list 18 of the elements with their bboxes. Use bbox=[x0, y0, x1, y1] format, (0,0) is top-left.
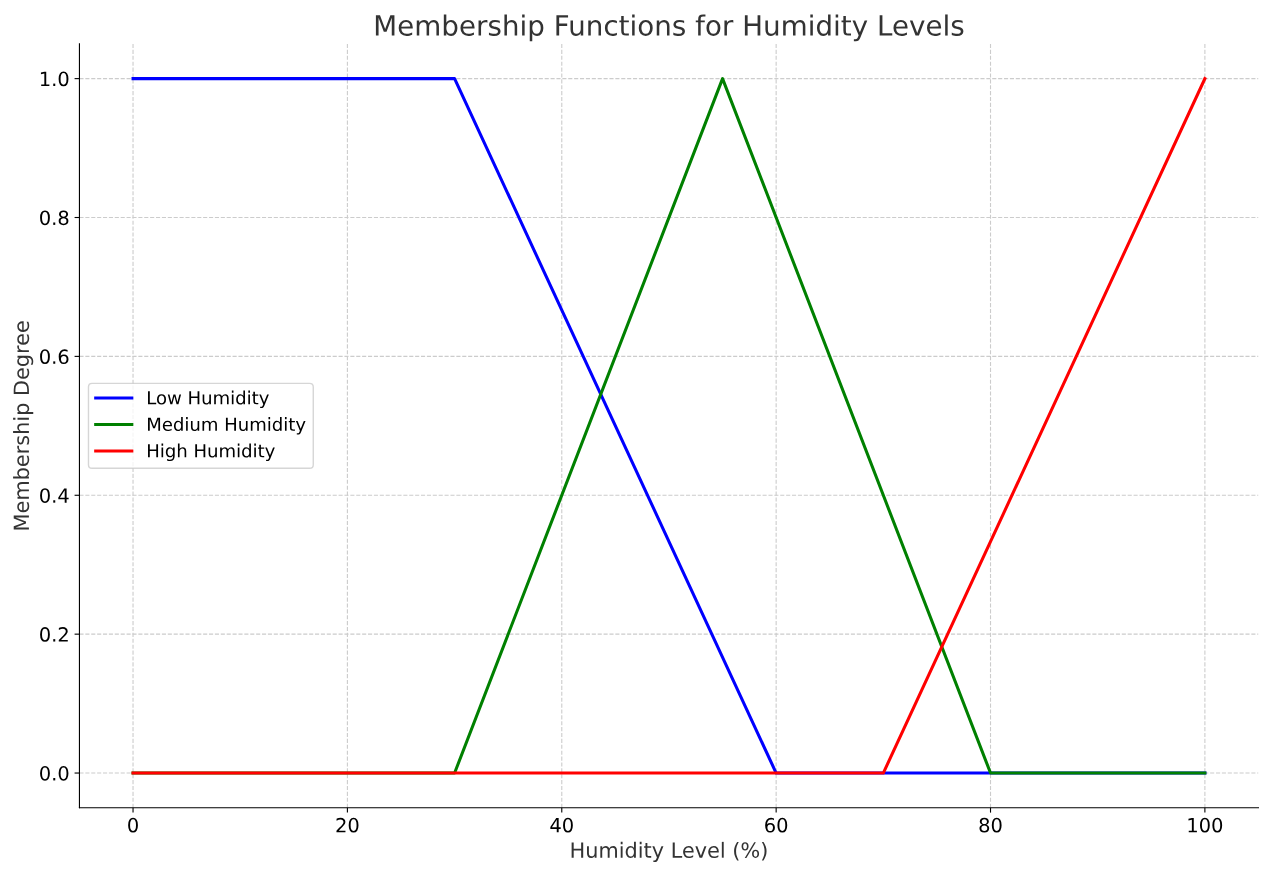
x-tick-label: 20 bbox=[336, 817, 359, 833]
x-tick-label: 60 bbox=[765, 817, 788, 833]
legend-label: Low Humidity bbox=[148, 390, 269, 409]
y-tick-label: 0.0 bbox=[40, 766, 69, 781]
legend-label: Medium Humidity bbox=[148, 417, 306, 435]
x-tick-label: 0 bbox=[128, 817, 138, 833]
legend-label: High Humidity bbox=[148, 443, 275, 462]
y-tick-label: 0.2 bbox=[40, 627, 68, 642]
y-tick-label: 1.0 bbox=[40, 71, 69, 87]
y-tick-label: 0.8 bbox=[40, 210, 69, 226]
y-tick-label: 0.6 bbox=[40, 349, 69, 365]
x-tick-label: 100 bbox=[1188, 817, 1223, 833]
x-axis-title: Humidity Level (%) bbox=[571, 841, 767, 863]
chart-title: Membership Functions for Humidity Levels bbox=[375, 14, 964, 42]
x-tick-label: 40 bbox=[550, 817, 573, 833]
y-axis-title: Membership Degree bbox=[13, 321, 34, 530]
x-tick-label: 80 bbox=[979, 817, 1002, 833]
y-tick-label: 0.4 bbox=[40, 488, 69, 503]
